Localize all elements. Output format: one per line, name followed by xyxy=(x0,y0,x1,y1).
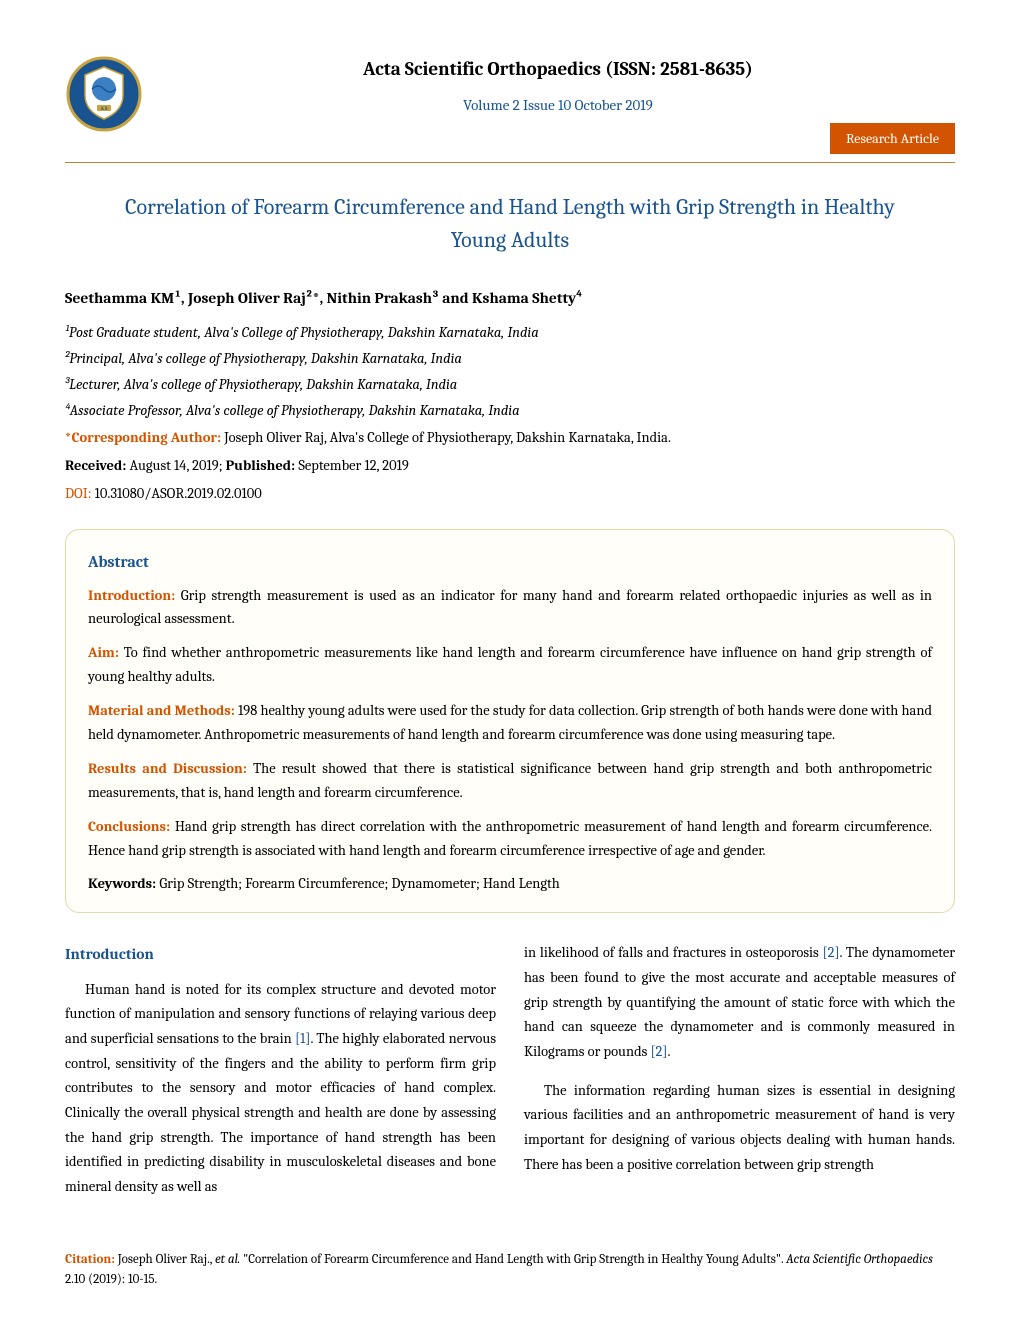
dates-line: Received: August 14, 2019; Published: Se… xyxy=(65,455,955,477)
citation-author: Joseph Oliver Raj., xyxy=(118,1252,215,1267)
citation-volpages: 2.10 (2019): 10-15. xyxy=(65,1272,157,1287)
article-type-badge: Research Article xyxy=(830,123,955,154)
header-divider xyxy=(65,162,955,163)
ref-2b: [2] xyxy=(650,1043,667,1060)
abstract-concl-text: Hand grip strength has direct correlatio… xyxy=(88,818,932,859)
badge-row: Research Article xyxy=(65,123,955,154)
corresponding-label: *Corresponding Author: xyxy=(65,429,221,446)
journal-title: Acta Scientific Orthopaedics (ISSN: 2581… xyxy=(161,55,955,84)
abstract-concl-label: Conclusions: xyxy=(88,818,170,835)
received-value: August 14, 2019; xyxy=(126,457,225,474)
received-label: Received: xyxy=(65,457,126,474)
published-label: Published: xyxy=(226,457,296,474)
abstract-aim-text: To find whether anthropometric measureme… xyxy=(88,644,932,685)
col2-p1-b: . The dynamometer has been found to give… xyxy=(524,944,955,1060)
ref-1: [1] xyxy=(295,1030,310,1047)
abstract-conclusions: Conclusions: Hand grip strength has dire… xyxy=(88,815,932,863)
keywords-label: Keywords: xyxy=(88,875,159,892)
citation-footer: Citation: Joseph Oliver Raj., et al. "Co… xyxy=(65,1248,955,1292)
header-text-block: Acta Scientific Orthopaedics (ISSN: 2581… xyxy=(161,55,955,116)
citation-etal: et al. xyxy=(215,1252,243,1267)
abstract-heading: Abstract xyxy=(88,550,932,574)
article-title: Correlation of Forearm Circumference and… xyxy=(65,191,955,257)
col2-p1-a: in likelihood of falls and fractures in … xyxy=(524,944,823,961)
affiliation-4: ⁴Associate Professor, Alva's college of … xyxy=(65,400,955,422)
keywords-text: Grip Strength; Forearm Circumference; Dy… xyxy=(159,875,559,892)
col2-paragraph-1: in likelihood of falls and fractures in … xyxy=(524,941,955,1064)
abstract-aim: Aim: To find whether anthropometric meas… xyxy=(88,641,932,689)
affiliation-1: ¹Post Graduate student, Alva's College o… xyxy=(65,322,955,344)
abstract-results: Results and Discussion: The result showe… xyxy=(88,757,932,805)
abstract-box: Abstract Introduction: Grip strength mea… xyxy=(65,529,955,914)
affiliation-3: ³Lecturer, Alva's college of Physiothera… xyxy=(65,374,955,396)
published-value: September 12, 2019 xyxy=(295,457,409,474)
introduction-heading: Introduction xyxy=(65,941,496,967)
svg-text:A S: A S xyxy=(100,106,108,112)
ref-2a: [2] xyxy=(823,944,840,961)
abstract-results-label: Results and Discussion: xyxy=(88,760,247,777)
corresponding-author: *Corresponding Author: Joseph Oliver Raj… xyxy=(65,427,955,449)
header-row: A S Acta Scientific Orthopaedics (ISSN: … xyxy=(65,55,955,133)
abstract-intro-text: Grip strength measurement is used as an … xyxy=(88,587,932,628)
volume-issue: Volume 2 Issue 10 October 2019 xyxy=(161,94,955,117)
intro-paragraph-1: Human hand is noted for its complex stru… xyxy=(65,978,496,1200)
journal-logo-icon: A S xyxy=(65,55,143,133)
doi-line: DOI: 10.31080/ASOR.2019.02.0100 xyxy=(65,483,955,505)
corresponding-text: Joseph Oliver Raj, Alva's College of Phy… xyxy=(221,429,671,446)
col2-paragraph-2: The information regarding human sizes is… xyxy=(524,1079,955,1178)
column-right: in likelihood of falls and fractures in … xyxy=(524,941,955,1213)
abstract-intro-label: Introduction: xyxy=(88,587,175,604)
authors-line: Seethamma KM¹, Joseph Oliver Raj²*, Nith… xyxy=(65,287,955,310)
abstract-introduction: Introduction: Grip strength measurement … xyxy=(88,584,932,632)
citation-title: "Correlation of Forearm Circumference an… xyxy=(243,1252,786,1267)
abstract-aim-label: Aim: xyxy=(88,644,119,661)
abstract-methods-label: Material and Methods: xyxy=(88,702,235,719)
abstract-methods: Material and Methods: 198 healthy young … xyxy=(88,699,932,747)
citation-journal: Acta Scientific Orthopaedics xyxy=(786,1252,933,1267)
keywords-line: Keywords: Grip Strength; Forearm Circumf… xyxy=(88,873,932,895)
doi-value: 10.31080/ASOR.2019.02.0100 xyxy=(95,485,262,502)
column-left: Introduction Human hand is noted for its… xyxy=(65,941,496,1213)
body-columns: Introduction Human hand is noted for its… xyxy=(65,941,955,1213)
col1-p1-b: . The highly elaborated nervous control,… xyxy=(65,1030,496,1195)
doi-label: DOI: xyxy=(65,485,95,502)
col2-p1-c: . xyxy=(667,1043,670,1060)
affiliation-2: ²Principal, Alva's college of Physiother… xyxy=(65,348,955,370)
citation-label: Citation: xyxy=(65,1252,118,1267)
